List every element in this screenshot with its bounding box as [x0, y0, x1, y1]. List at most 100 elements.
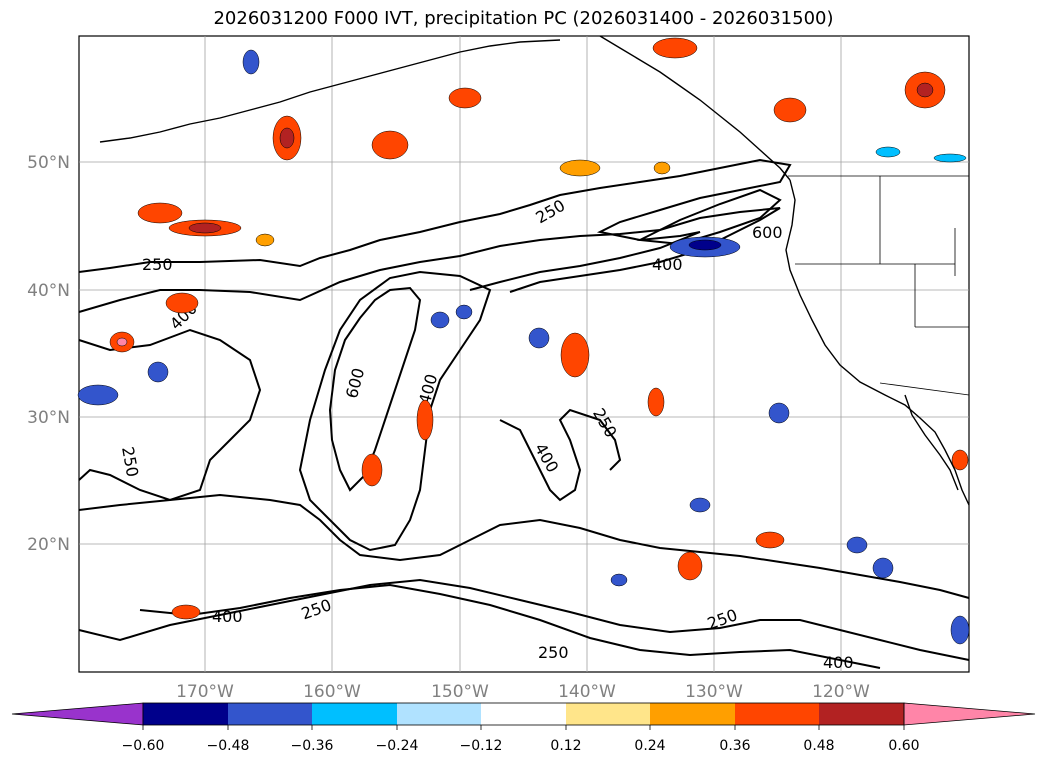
precip-blob — [361, 453, 383, 487]
precip-blob — [653, 161, 671, 175]
precip-blob — [77, 384, 119, 406]
precip-blob — [652, 37, 698, 59]
precip-blob — [255, 233, 275, 247]
precip-blob — [455, 304, 473, 320]
colorbar-tick-label: −0.48 — [207, 738, 250, 754]
lon-tick-label: 150°W — [431, 682, 489, 702]
precip-blob — [137, 202, 183, 224]
ivt-contour-600-central — [328, 286, 422, 492]
colorbar-extend-high — [903, 702, 1036, 726]
ivt-contour-250-north — [78, 158, 792, 291]
precip-blob — [165, 292, 199, 314]
colorbar-tick-label: 0.12 — [550, 738, 581, 754]
colorbar-segment — [228, 703, 312, 725]
precip-blob — [559, 159, 601, 177]
precip-blob — [242, 49, 260, 75]
colorbar-tick-label: 0.48 — [803, 738, 834, 754]
ivt-contour-250-subtropic — [78, 493, 970, 599]
precip-blob — [916, 82, 934, 98]
colorbar-tick-label: 0.36 — [719, 738, 750, 754]
precip-blob — [933, 153, 967, 163]
political-borders — [788, 175, 970, 396]
ivt-contour-400-central — [298, 270, 492, 552]
precip-blob — [430, 311, 450, 329]
lon-tick-label: 160°W — [303, 682, 361, 702]
colorbar-segment — [566, 703, 650, 725]
colorbar-outline — [142, 702, 905, 726]
contour-label: 600 — [752, 223, 783, 242]
precip-blob — [755, 531, 785, 549]
contour-label: 250 — [538, 643, 569, 662]
precip-blob — [171, 604, 201, 620]
precip-blob — [846, 536, 868, 554]
ivt-contour-400-north — [78, 207, 781, 313]
precip-blob — [773, 97, 807, 123]
lon-tick-label: 140°W — [558, 682, 616, 702]
precip-blob — [875, 146, 901, 158]
lon-axis: 170°W 160°W 150°W 140°W 130°W 120°W — [176, 682, 870, 702]
contour-label: 250 — [142, 255, 173, 274]
contour-label: 400 — [823, 653, 854, 672]
lon-tick-label: 170°W — [176, 682, 234, 702]
colorbar-segment — [650, 703, 735, 725]
contour-label: 400 — [652, 255, 683, 274]
colorbar-tick-label: −0.60 — [122, 738, 165, 754]
baja-coast — [904, 394, 959, 491]
precip-blob — [416, 399, 434, 441]
colorbar-tick-label: 0.60 — [888, 738, 919, 754]
lon-tick-label: 130°W — [685, 682, 743, 702]
colorbar-segment — [397, 703, 481, 725]
ivt-contour-250-south — [78, 578, 970, 661]
map-title: 2026031200 F000 IVT, precipitation PC (2… — [213, 8, 834, 29]
precip-blob — [560, 332, 590, 378]
coastline — [99, 35, 970, 506]
precip-blob — [279, 127, 295, 149]
precip-blob — [951, 449, 969, 471]
precip-blob — [768, 402, 790, 424]
precip-blob — [147, 361, 169, 383]
precip-blob — [448, 87, 482, 109]
colorbar-segment — [481, 703, 566, 725]
precip-blob — [950, 615, 970, 645]
colorbar: −0.60 −0.48 −0.36 −0.24 −0.12 0.12 0.24 … — [11, 702, 1036, 754]
map-frame — [78, 35, 970, 673]
colorbar-ticks — [142, 725, 905, 730]
precip-blob — [688, 239, 722, 251]
colorbar-tick-label: −0.24 — [376, 738, 419, 754]
contour-label: 400 — [212, 607, 243, 626]
precip-blob — [371, 130, 409, 160]
precip-blob — [610, 573, 628, 587]
gridlines — [79, 36, 969, 672]
lat-tick-label: 50°N — [27, 153, 70, 173]
colorbar-tick-label: 0.24 — [634, 738, 665, 754]
precip-blob — [188, 222, 222, 234]
colorbar-segment — [819, 703, 904, 725]
lat-tick-label: 30°N — [27, 408, 70, 428]
lat-tick-label: 40°N — [27, 281, 70, 301]
precip-positive-blobs — [109, 37, 969, 620]
colorbar-segment — [312, 703, 397, 725]
ivt-contours — [78, 158, 970, 669]
colorbar-tick-label: −0.12 — [460, 738, 503, 754]
lat-tick-label: 20°N — [27, 535, 70, 555]
ivt-contour-250-east — [499, 408, 622, 502]
lat-axis: 50°N 40°N 30°N 20°N — [27, 153, 70, 555]
precip-blob — [677, 551, 703, 581]
us-mexico-border — [879, 382, 970, 396]
colorbar-segment — [143, 703, 228, 725]
precip-blob — [528, 327, 550, 349]
colorbar-tick-label: −0.36 — [291, 738, 334, 754]
alaska-peninsula-coast — [99, 39, 561, 143]
ivt-contour-400-south — [139, 583, 881, 669]
lon-tick-label: 120°W — [812, 682, 870, 702]
precip-blob — [116, 337, 128, 347]
ivt-contour-250-west — [78, 328, 262, 502]
precip-blob — [872, 557, 894, 579]
precip-negative-blobs — [77, 49, 970, 645]
north-america-west-coast — [785, 179, 970, 506]
colorbar-extend-low — [11, 702, 144, 726]
gulf-of-alaska-coast — [599, 35, 791, 181]
colorbar-segment — [735, 703, 819, 725]
precip-blob — [689, 497, 711, 513]
